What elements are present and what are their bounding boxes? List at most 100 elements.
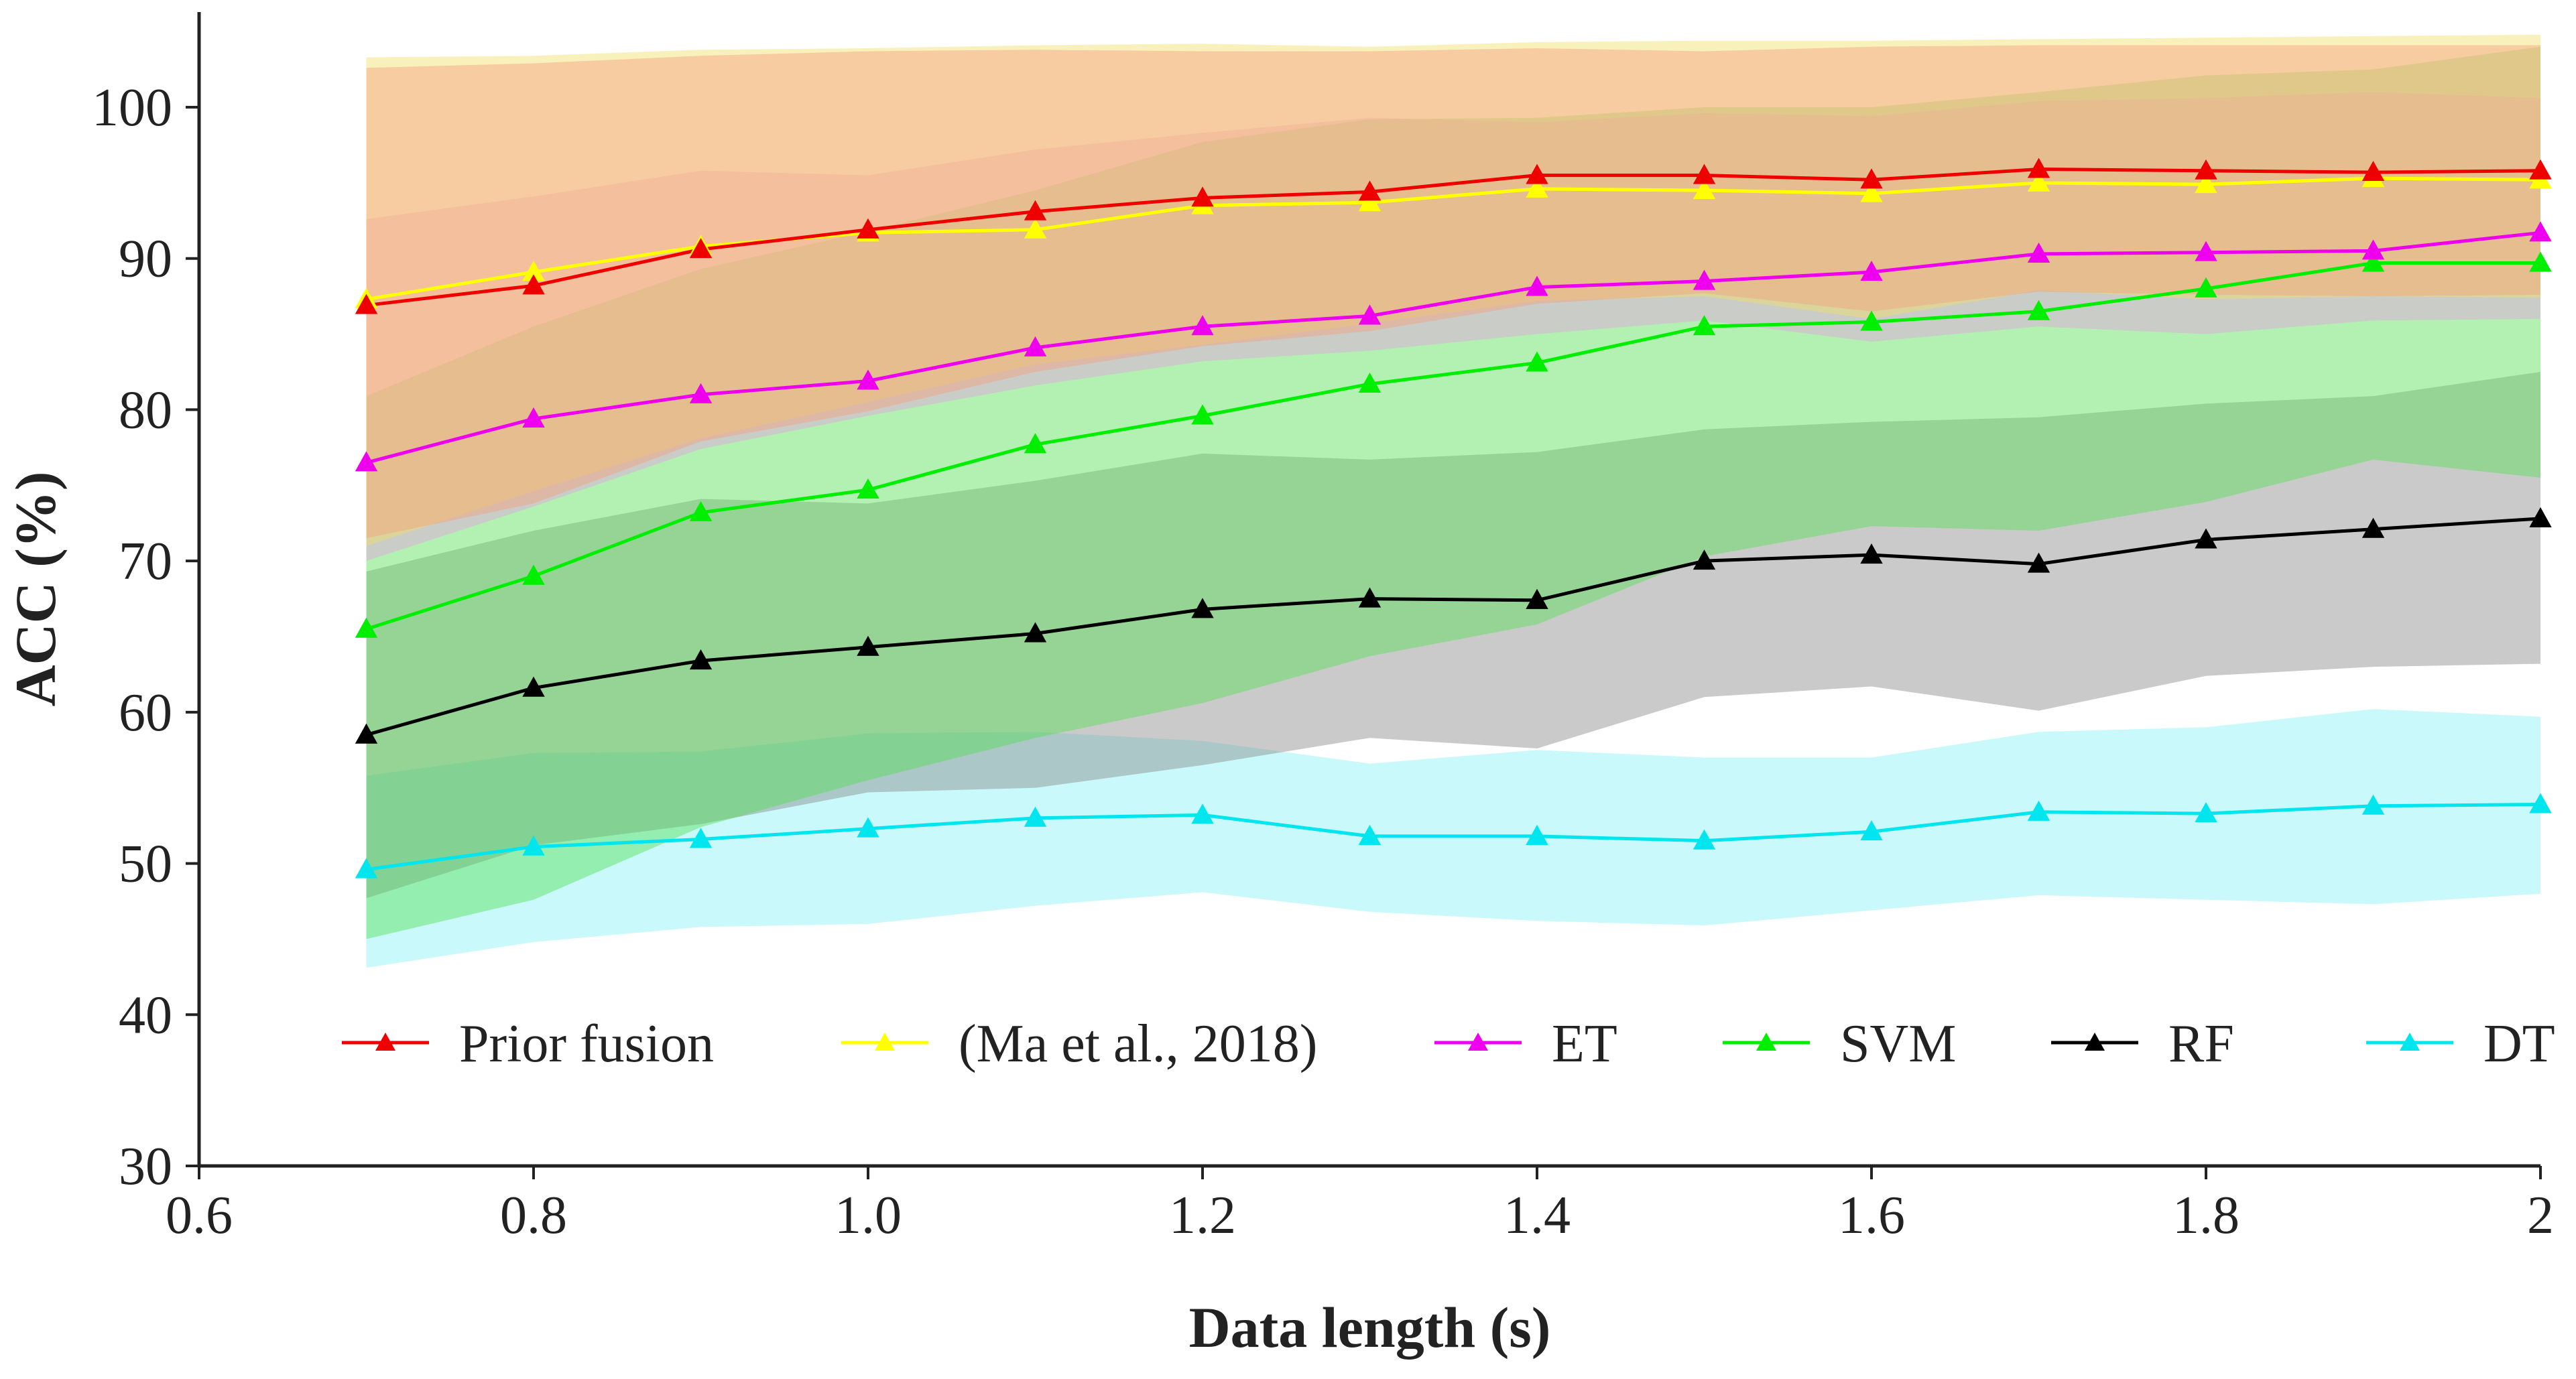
marker-rf [689, 649, 713, 670]
marker-rf [522, 676, 545, 697]
marker-et [2362, 239, 2385, 260]
marker-ma-et-al-2018 [1358, 191, 1382, 212]
band-ma-et-al-2018 [366, 34, 2540, 546]
line-prior-fusion [366, 167, 2541, 308]
marker-svm [1860, 310, 1883, 331]
marker-dt [2195, 802, 2217, 823]
marker-svm [1693, 315, 1716, 336]
y-tick-label: 70 [119, 532, 172, 591]
legend-label: RF [2168, 1014, 2234, 1073]
marker-et [1024, 336, 1047, 356]
marker-svm [1024, 433, 1047, 454]
legend: Prior fusion (Ma et al., 2018) ET SVM RF DT [342, 1014, 2555, 1073]
marker-et [1358, 304, 1382, 325]
marker-et [2027, 242, 2050, 263]
marker-et [1693, 269, 1716, 290]
confidence-bands [366, 34, 2540, 968]
marker-rf [2027, 552, 2050, 573]
marker-dt [1358, 824, 1382, 845]
legend-item-dt: DT [2366, 1014, 2555, 1073]
x-axis-title: Data length (s) [1189, 1295, 1551, 1360]
legend-label: DT [2483, 1014, 2555, 1073]
marker-rf [857, 635, 879, 656]
y-tick-label: 30 [119, 1137, 172, 1196]
axes [186, 12, 2542, 1179]
band-svm [366, 46, 2540, 939]
marker-et [2529, 221, 2552, 242]
line-svm [365, 261, 2540, 631]
marker-rf [1860, 543, 1883, 564]
marker-rf [2529, 507, 2552, 527]
y-axis-title: ACC (%) [3, 471, 68, 706]
line-et [365, 231, 2541, 464]
y-tick-label: 50 [119, 835, 172, 894]
marker-et [1860, 260, 1883, 281]
marker-svm [1526, 351, 1548, 372]
marker-prior-fusion [355, 293, 378, 314]
legend-marker [375, 1033, 395, 1051]
marker-svm [1191, 404, 1214, 425]
legend-label: ET [1552, 1014, 1617, 1073]
x-tick-label: 1.8 [2172, 1186, 2240, 1245]
marker-dt [2529, 793, 2552, 813]
marker-prior-fusion [1024, 200, 1047, 220]
y-tick-label: 40 [119, 986, 172, 1045]
marker-prior-fusion [1860, 168, 1883, 189]
band-dt [366, 709, 2540, 968]
marker-dt [2362, 794, 2385, 815]
legend-item-et: ET [1434, 1014, 1617, 1073]
marker-dt [1024, 806, 1047, 827]
marker-dt [689, 828, 713, 848]
marker-svm [689, 501, 713, 521]
marker-rf [2195, 528, 2217, 549]
band-prior-fusion [366, 45, 2540, 539]
line-dt [366, 803, 2541, 872]
marker-et [2195, 241, 2217, 261]
legend-label: (Ma et al., 2018) [959, 1014, 1317, 1073]
marker-rf [1693, 549, 1716, 570]
legend-item-svm: SVM [1723, 1014, 1956, 1073]
marker-svm [355, 617, 378, 638]
x-tick-label: 1.0 [835, 1186, 902, 1245]
y-tick-label: 90 [119, 230, 172, 289]
x-tick-label: 1.6 [1838, 1186, 1905, 1245]
marker-prior-fusion [1693, 163, 1716, 184]
marker-et [522, 407, 545, 428]
y-tick-label: 80 [119, 381, 172, 440]
marker-et [857, 369, 879, 390]
legend-marker [1468, 1033, 1488, 1051]
marker-ma-et-al-2018 [1024, 218, 1047, 239]
marker-svm [2195, 277, 2217, 298]
marker-svm [1358, 372, 1382, 393]
marker-prior-fusion [1358, 180, 1382, 201]
marker-dt [522, 835, 545, 856]
marker-dt [355, 858, 378, 878]
legend-item-ma-et-al-2018: (Ma et al., 2018) [841, 1014, 1317, 1073]
legend-marker [1756, 1033, 1776, 1051]
marker-rf [1024, 622, 1047, 643]
marker-et [689, 383, 713, 403]
marker-rf [355, 723, 378, 744]
marker-dt [1191, 803, 1214, 824]
marker-ma-et-al-2018 [2027, 171, 2050, 192]
marker-svm [2027, 300, 2050, 320]
legend-item-rf: RF [2051, 1014, 2234, 1073]
marker-rf [1191, 598, 1214, 618]
y-tick-label: 100 [92, 78, 172, 137]
marker-prior-fusion [2362, 160, 2385, 182]
tick-labels: 0.6 0.8 1.0 1.2 1.4 1.6 1.8 2 30 40 50 60 70 80 90 100 [92, 78, 2554, 1245]
x-tick-label: 0.8 [500, 1186, 567, 1245]
marker-rf [1526, 588, 1548, 609]
y-tick-label: 60 [119, 683, 172, 742]
marker-et [1191, 315, 1214, 336]
legend-label: SVM [1840, 1014, 1956, 1073]
legend-item-prior-fusion: Prior fusion [342, 1014, 714, 1073]
series-lines [365, 167, 2541, 872]
marker-prior-fusion [2027, 157, 2050, 178]
x-tick-label: 1.2 [1169, 1186, 1236, 1245]
marker-dt [857, 817, 879, 838]
legend-marker [2400, 1033, 2420, 1051]
marker-prior-fusion [857, 218, 879, 239]
legend-marker [2085, 1033, 2105, 1051]
